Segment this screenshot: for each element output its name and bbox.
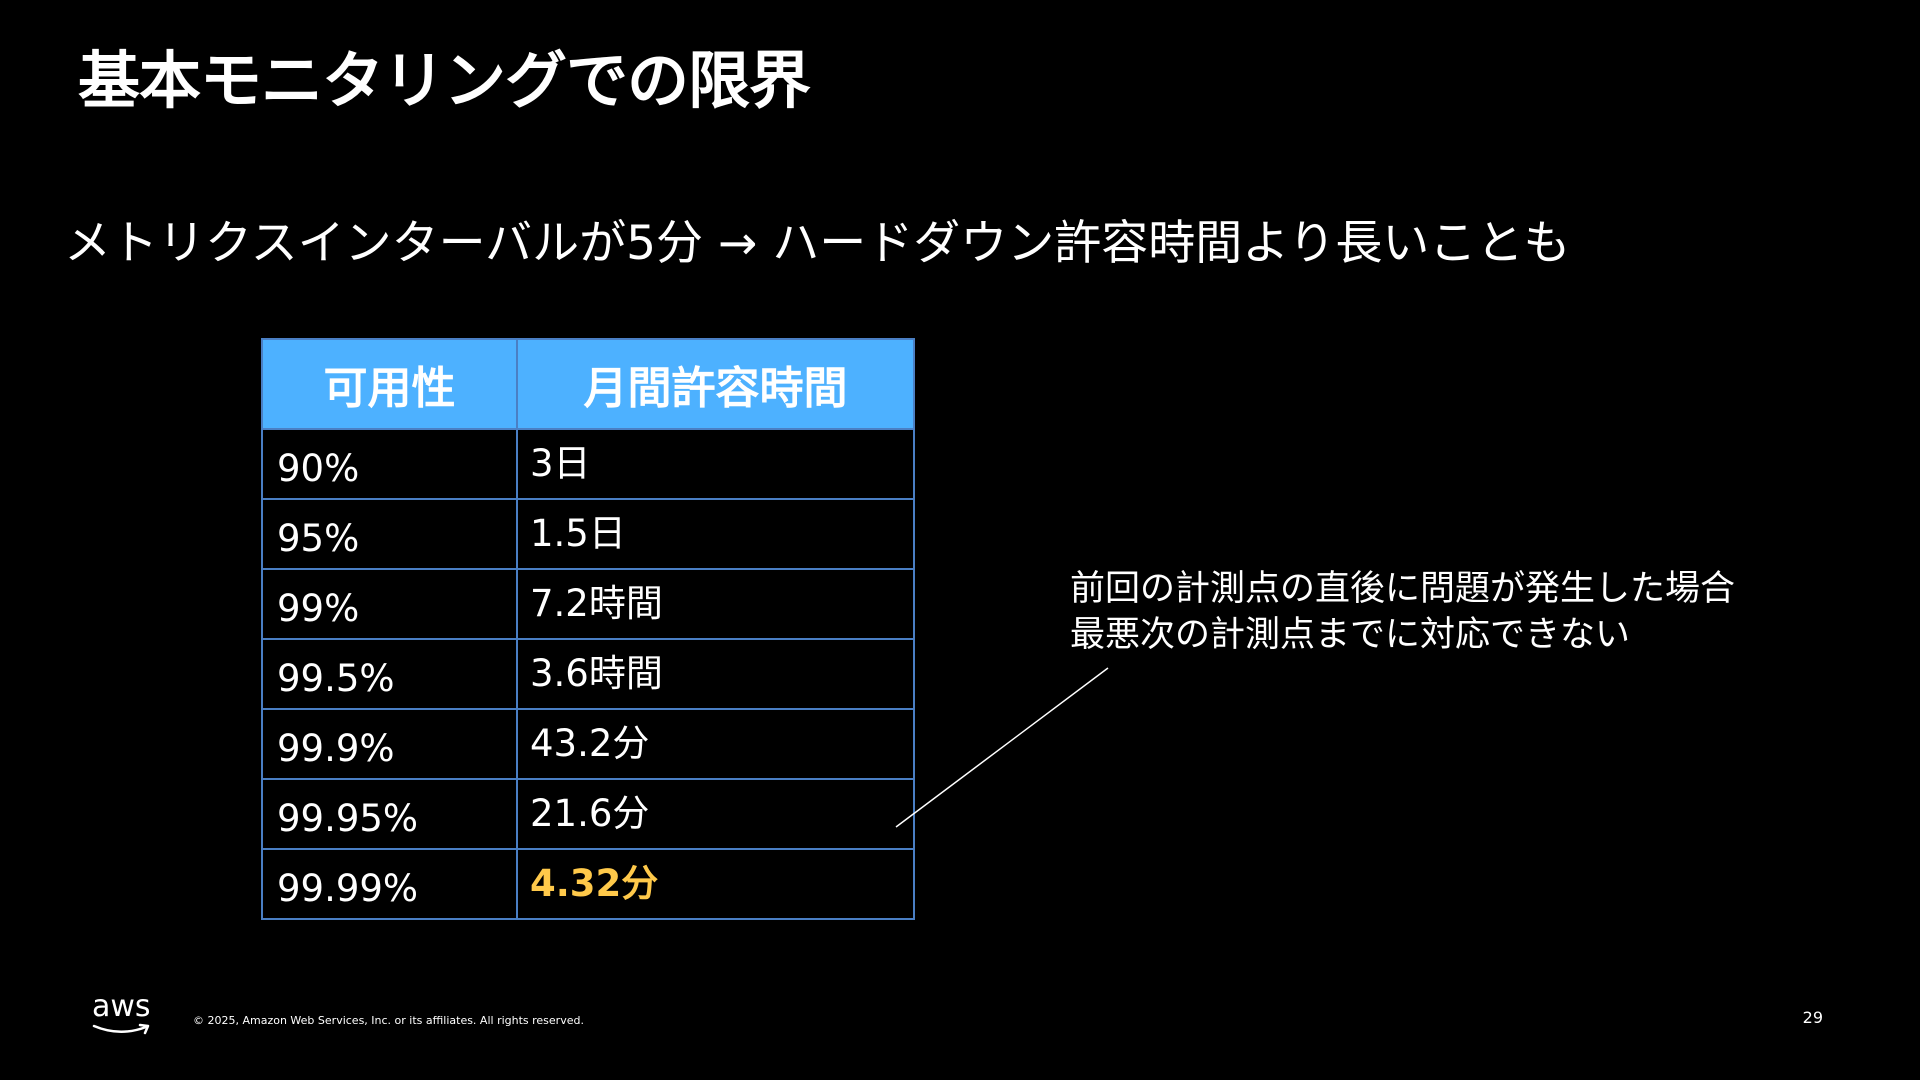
table-row: 99% 7.2時間 — [261, 568, 915, 640]
cell-downtime-highlighted: 4.32分 — [516, 848, 915, 920]
callout-note: 前回の計測点の直後に問題が発生した場合 最悪次の計測点までに対応できない — [1070, 566, 1735, 658]
table-row: 95% 1.5日 — [261, 498, 915, 570]
cell-availability: 99.5% — [261, 638, 518, 710]
availability-table: 可用性 月間許容時間 90% 3日 95% 1.5日 99% 7.2時間 99.… — [261, 338, 915, 920]
table-header-row: 可用性 月間許容時間 — [261, 338, 915, 430]
page-number: 29 — [1802, 1008, 1823, 1027]
header-availability: 可用性 — [261, 338, 518, 430]
aws-logo-text: aws — [92, 989, 151, 1024]
slide-title: 基本モニタリングでの限界 — [78, 44, 811, 117]
callout-line-2: 最悪次の計測点までに対応できない — [1070, 615, 1631, 655]
cell-availability: 99% — [261, 568, 518, 640]
cell-availability: 90% — [261, 428, 518, 500]
callout-line-1: 前回の計測点の直後に問題が発生した場合 — [1070, 569, 1736, 609]
aws-logo: aws — [92, 992, 154, 1041]
aws-smile-icon — [92, 1023, 150, 1035]
copyright-notice: © 2025, Amazon Web Services, Inc. or its… — [193, 1014, 584, 1027]
table-row: 99.9% 43.2分 — [261, 708, 915, 780]
cell-downtime: 3日 — [516, 428, 915, 500]
cell-downtime: 3.6時間 — [516, 638, 915, 710]
cell-downtime: 7.2時間 — [516, 568, 915, 640]
cell-availability: 99.9% — [261, 708, 518, 780]
slide-subtitle: メトリクスインターバルが5分 → ハードダウン許容時間より長いことも — [64, 216, 1571, 271]
cell-availability: 99.95% — [261, 778, 518, 850]
table-row: 99.95% 21.6分 — [261, 778, 915, 850]
cell-downtime: 1.5日 — [516, 498, 915, 570]
cell-availability: 99.99% — [261, 848, 518, 920]
cell-availability: 95% — [261, 498, 518, 570]
table-row: 90% 3日 — [261, 428, 915, 500]
cell-downtime: 43.2分 — [516, 708, 915, 780]
table-row-highlighted: 99.99% 4.32分 — [261, 848, 915, 920]
cell-downtime: 21.6分 — [516, 778, 915, 850]
header-monthly-downtime: 月間許容時間 — [516, 338, 915, 430]
table-row: 99.5% 3.6時間 — [261, 638, 915, 710]
